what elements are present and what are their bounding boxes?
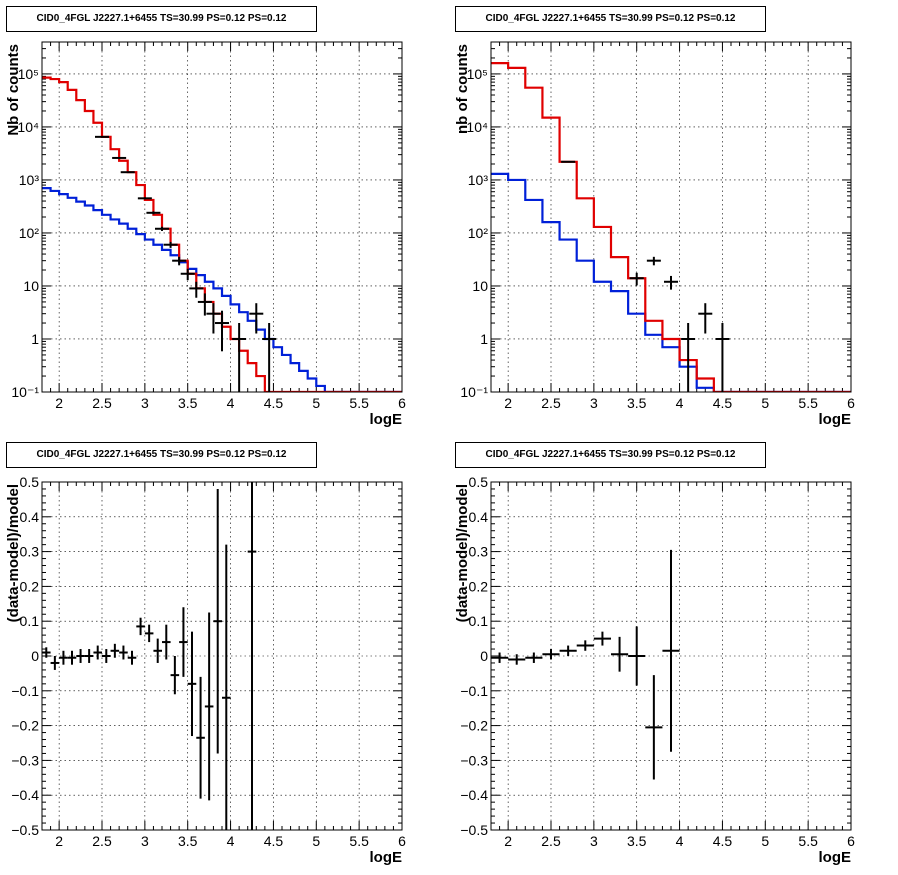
y-tick-label: −0.4 bbox=[11, 787, 39, 803]
x-tick-label: 5 bbox=[312, 395, 320, 411]
x-tick-label: 4 bbox=[227, 833, 235, 849]
y-tick-label: 0.4 bbox=[20, 509, 40, 525]
x-axis-title: logE bbox=[819, 849, 852, 866]
y-axis-title: Nb of counts bbox=[5, 44, 22, 136]
component-histogram-line bbox=[42, 187, 402, 392]
y-tick-label: −0.2 bbox=[460, 718, 488, 734]
y-tick-label: 10⁵ bbox=[467, 66, 488, 82]
title-box-top-left: CID0_4FGL J2227.1+6455 TS=30.99 PS=0.12 … bbox=[6, 6, 317, 32]
y-tick-label: −0.4 bbox=[460, 787, 488, 803]
x-tick-label: 4.5 bbox=[264, 395, 284, 411]
x-tick-label: 2.5 bbox=[92, 395, 112, 411]
x-axis-title: logE bbox=[370, 411, 403, 428]
x-tick-label: 5.5 bbox=[798, 395, 818, 411]
y-tick-label: 1 bbox=[480, 331, 488, 347]
y-tick-label: 10⁴ bbox=[466, 119, 488, 135]
plot-frame bbox=[41, 41, 403, 393]
plot-frame bbox=[490, 481, 852, 831]
y-tick-label: 10³ bbox=[468, 172, 489, 188]
y-tick-label: 0.5 bbox=[469, 474, 489, 490]
plot-frame bbox=[490, 41, 852, 393]
x-axis-title: logE bbox=[370, 849, 403, 866]
x-tick-label: 4 bbox=[676, 833, 684, 849]
x-tick-label: 5 bbox=[761, 395, 769, 411]
y-tick-label: 0.3 bbox=[469, 544, 489, 560]
y-tick-label: 0.4 bbox=[469, 509, 489, 525]
plot-area bbox=[491, 61, 851, 392]
y-tick-label: 1 bbox=[31, 331, 39, 347]
x-tick-label: 5.5 bbox=[349, 395, 369, 411]
title-box-bottom-right: CID0_4FGL J2227.1+6455 TS=30.99 PS=0.12 … bbox=[455, 442, 766, 468]
x-tick-label: 5.5 bbox=[798, 833, 818, 849]
title-box-bottom-left: CID0_4FGL J2227.1+6455 TS=30.99 PS=0.12 … bbox=[6, 442, 317, 468]
x-tick-label: 3 bbox=[590, 833, 598, 849]
y-tick-label: 0 bbox=[31, 648, 39, 664]
y-tick-label: 10 bbox=[23, 278, 39, 294]
plot-frame bbox=[41, 481, 403, 831]
y-tick-label: −0.3 bbox=[11, 752, 39, 768]
y-tick-label: −0.5 bbox=[460, 822, 488, 838]
y-tick-label: −0.1 bbox=[11, 683, 39, 699]
model-histogram-line bbox=[491, 61, 851, 392]
x-tick-label: 6 bbox=[398, 833, 406, 849]
y-tick-label: −0.5 bbox=[11, 822, 39, 838]
y-tick-label: 10² bbox=[468, 225, 489, 241]
x-tick-label: 6 bbox=[847, 833, 855, 849]
y-tick-label: 0.1 bbox=[20, 613, 40, 629]
x-tick-label: 3 bbox=[141, 395, 149, 411]
x-tick-label: 4.5 bbox=[264, 833, 284, 849]
y-tick-label: 0.2 bbox=[20, 578, 40, 594]
y-axis-title: (data-model)/model bbox=[5, 484, 22, 622]
y-tick-label: 10⁴ bbox=[17, 119, 39, 135]
x-tick-label: 2 bbox=[55, 833, 63, 849]
x-tick-label: 3.5 bbox=[627, 833, 647, 849]
plot-area bbox=[42, 482, 257, 830]
x-tick-label: 4.5 bbox=[713, 833, 733, 849]
title-box-top-right: CID0_4FGL J2227.1+6455 TS=30.99 PS=0.12 … bbox=[455, 6, 766, 32]
x-tick-label: 2 bbox=[504, 395, 512, 411]
x-axis-title: logE bbox=[819, 411, 852, 428]
plot-area bbox=[491, 549, 680, 780]
y-tick-label: −0.2 bbox=[11, 718, 39, 734]
y-tick-label: 0.2 bbox=[469, 578, 489, 594]
x-tick-label: 5 bbox=[312, 833, 320, 849]
x-tick-label: 5.5 bbox=[349, 833, 369, 849]
x-tick-label: 6 bbox=[398, 395, 406, 411]
y-axis-title: (data-model)/model bbox=[454, 484, 471, 622]
x-tick-label: 4 bbox=[676, 395, 684, 411]
y-tick-label: 10 bbox=[472, 278, 488, 294]
y-tick-label: 10⁻¹ bbox=[11, 384, 39, 400]
x-tick-label: 3.5 bbox=[178, 395, 198, 411]
y-tick-label: 0 bbox=[480, 648, 488, 664]
x-tick-label: 4.5 bbox=[713, 395, 733, 411]
y-tick-label: 10³ bbox=[19, 172, 40, 188]
y-tick-label: 10⁵ bbox=[18, 66, 39, 82]
x-tick-label: 4 bbox=[227, 395, 235, 411]
y-tick-label: 0.5 bbox=[20, 474, 40, 490]
y-tick-label: 0.1 bbox=[469, 613, 489, 629]
y-tick-label: 10⁻¹ bbox=[460, 384, 488, 400]
x-tick-label: 2.5 bbox=[541, 833, 561, 849]
x-tick-label: 2.5 bbox=[92, 833, 112, 849]
x-tick-label: 3.5 bbox=[178, 833, 198, 849]
y-tick-label: 0.3 bbox=[20, 544, 40, 560]
y-tick-label: −0.3 bbox=[460, 752, 488, 768]
plot-area bbox=[42, 76, 402, 392]
x-tick-label: 3 bbox=[590, 395, 598, 411]
x-tick-label: 3.5 bbox=[627, 395, 647, 411]
x-tick-label: 5 bbox=[761, 833, 769, 849]
y-tick-label: 10² bbox=[19, 225, 40, 241]
y-axis-title: nb of counts bbox=[454, 44, 471, 134]
x-tick-label: 6 bbox=[847, 395, 855, 411]
x-tick-label: 3 bbox=[141, 833, 149, 849]
x-tick-label: 2 bbox=[504, 833, 512, 849]
x-tick-label: 2 bbox=[55, 395, 63, 411]
x-tick-label: 2.5 bbox=[541, 395, 561, 411]
y-tick-label: −0.1 bbox=[460, 683, 488, 699]
